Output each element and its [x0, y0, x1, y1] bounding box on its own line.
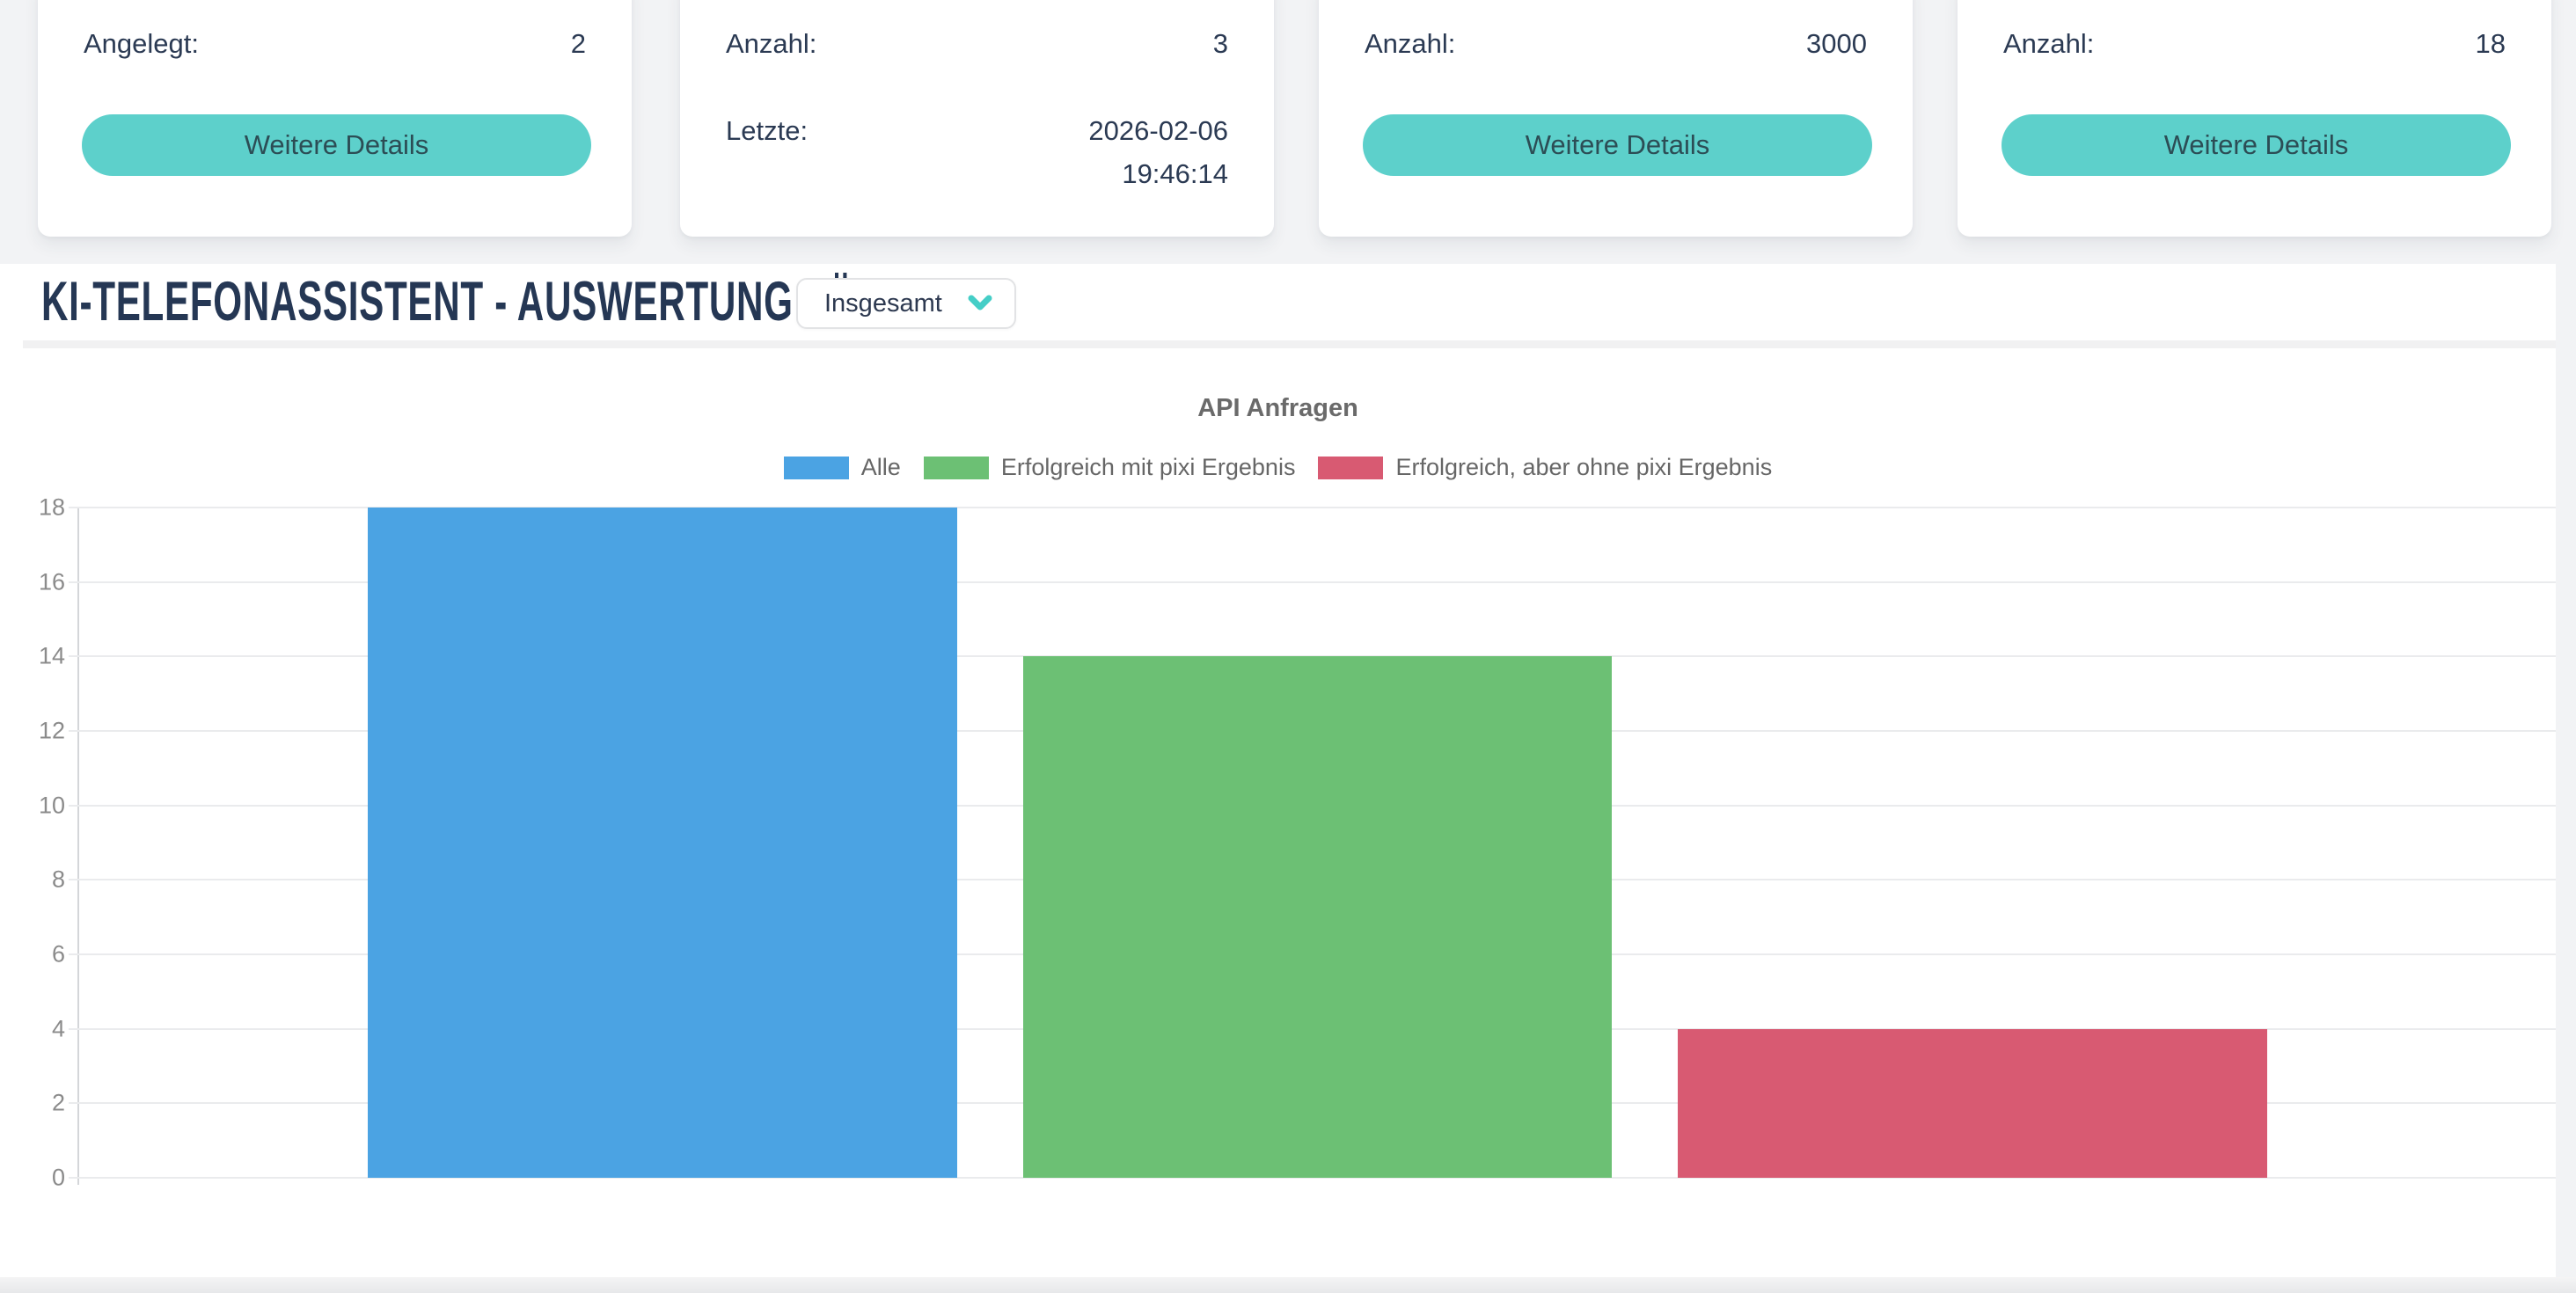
legend-swatch	[923, 456, 989, 479]
stat-card-angelegt: Angelegt: 2 Weitere Details	[38, 0, 632, 237]
timeframe-dropdown[interactable]: Insgesamt	[796, 278, 1016, 329]
y-tick-label: 16	[38, 568, 65, 595]
legend-swatch	[1318, 456, 1384, 479]
y-tick-label: 6	[51, 940, 65, 968]
chart-legend: Alle Erfolgreich mit pixi Ergebnis Erfolgr…	[0, 454, 2556, 481]
y-tick-label: 10	[38, 792, 65, 819]
stat-value: 2	[570, 28, 586, 59]
stat-label: Angelegt:	[84, 28, 199, 59]
stat-card-anzahl-3000: Anzahl: 3000 Weitere Details	[1319, 0, 1913, 237]
chart-bar[interactable]	[1022, 656, 1613, 1178]
stat-row-letzte: Letzte: 2026-02-06 19:46:14	[726, 109, 1228, 195]
y-tick-label: 14	[38, 642, 65, 669]
y-tick-label: 4	[51, 1015, 65, 1042]
page-bottom-strip	[0, 1277, 2576, 1293]
legend-item[interactable]: Alle	[783, 454, 901, 481]
plot-area: 0 2 4 6 8 10 12 14 16 18	[39, 495, 2556, 1189]
section-divider	[23, 340, 2556, 348]
weitere-details-button[interactable]: Weitere Details	[82, 114, 591, 176]
stat-timestamp: 2026-02-06 19:46:14	[1088, 109, 1228, 195]
chart-bar[interactable]	[368, 508, 957, 1178]
stat-row: Anzahl: 3000	[1365, 26, 1867, 62]
gridline	[69, 581, 2556, 583]
stat-label: Anzahl:	[2003, 28, 2095, 59]
stat-date: 2026-02-06	[1088, 115, 1228, 146]
stat-label: Anzahl:	[1365, 28, 1456, 59]
stat-card-anzahl-18: Anzahl: 18 Weitere Details	[1958, 0, 2551, 237]
stat-row: Anzahl: 18	[2003, 26, 2506, 62]
stat-row: Anzahl: 3	[726, 26, 1228, 62]
chart-bar[interactable]	[1678, 1028, 2267, 1178]
legend-label: Erfolgreich mit pixi Ergebnis	[1000, 454, 1296, 480]
stat-value: 3	[1212, 28, 1228, 59]
stat-value: 18	[2475, 28, 2506, 59]
stat-label: Anzahl:	[726, 28, 817, 59]
stat-label: Letzte:	[726, 115, 809, 146]
page-title: KI-TELEFONASSISTENT - AUSWERTUNG FÜR	[41, 271, 882, 332]
timeframe-selected-value: Insgesamt	[824, 289, 942, 318]
gridline	[69, 507, 2556, 508]
legend-label: Alle	[860, 454, 901, 480]
chevron-down-icon	[968, 295, 992, 310]
y-tick-label: 0	[51, 1164, 65, 1191]
y-tick-label: 12	[38, 717, 65, 744]
y-tick-label: 8	[51, 866, 65, 893]
weitere-details-button[interactable]: Weitere Details	[2002, 114, 2511, 176]
stat-row: Angelegt: 2	[84, 26, 586, 62]
legend-item[interactable]: Erfolgreich, aber ohne pixi Ergebnis	[1318, 454, 1772, 481]
gridline	[69, 1177, 2556, 1179]
weitere-details-button[interactable]: Weitere Details	[1363, 114, 1872, 176]
chart-title: API Anfragen	[1197, 394, 1358, 422]
gridline	[69, 655, 2556, 658]
content-sheet: KI-TELEFONASSISTENT - AUSWERTUNG FÜR Ins…	[0, 264, 2556, 1277]
y-tick-label: 2	[51, 1089, 65, 1116]
y-tick-label: 18	[38, 493, 65, 521]
stat-card-anzahl-letzte: Anzahl: 3 Letzte: 2026-02-06 19:46:14	[680, 0, 1274, 237]
legend-item[interactable]: Erfolgreich mit pixi Ergebnis	[923, 454, 1296, 481]
stat-value: 3000	[1806, 28, 1867, 59]
legend-swatch	[783, 456, 849, 479]
legend-label: Erfolgreich, aber ohne pixi Ergebnis	[1395, 454, 1773, 480]
stat-time: 19:46:14	[1122, 158, 1228, 189]
